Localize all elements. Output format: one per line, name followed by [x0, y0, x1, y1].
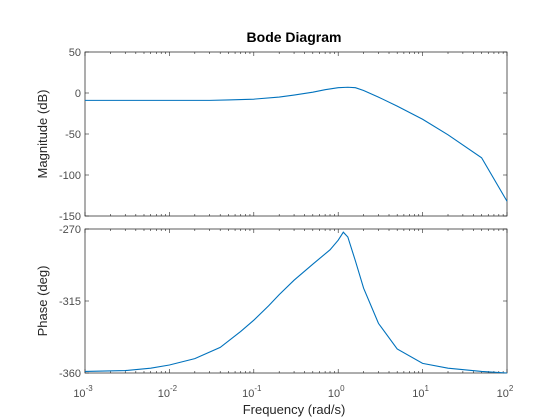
chart-title: Bode Diagram [247, 29, 342, 45]
y-tick-label: 50 [69, 47, 81, 59]
y-tick-label: -315 [59, 296, 81, 308]
y-tick-label: -150 [59, 211, 81, 223]
x-tick-label: 102 [497, 384, 514, 400]
phase-axis-label: Phase (deg) [35, 266, 50, 337]
phase-plot-frame [84, 228, 508, 374]
x-tick-label: 101 [412, 384, 429, 400]
y-tick-label: -100 [59, 170, 81, 182]
y-tick-label: -270 [59, 224, 81, 236]
x-tick-label: 10-2 [158, 384, 178, 400]
frequency-axis-label: Frequency (rad/s) [243, 402, 346, 417]
x-tick-label: 10-3 [73, 384, 93, 400]
magnitude-plot-frame [84, 51, 508, 217]
phase-ticks: -270 -315 -360 10-3 10-2 10-1 100 101 102 [59, 224, 514, 400]
x-tick-label: 10-1 [242, 384, 262, 400]
magnitude-axis-label: Magnitude (dB) [35, 90, 50, 179]
x-tick-label: 100 [328, 384, 345, 400]
y-tick-label: 0 [75, 88, 81, 100]
phase-curve [84, 231, 508, 374]
y-tick-label: -50 [65, 129, 81, 141]
magnitude-curve [85, 86, 508, 202]
magnitude-ticks: 50 0 -50 -100 -150 [59, 47, 508, 223]
y-tick-label: -360 [59, 368, 81, 380]
